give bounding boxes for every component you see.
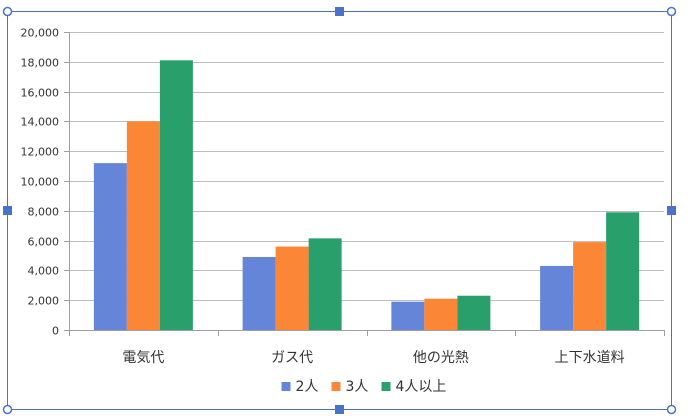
x-category-label: 上下水道料 [555, 350, 625, 366]
legend-swatch [331, 382, 341, 391]
resize-handle-corner[interactable] [666, 6, 677, 17]
resize-handle-edge[interactable] [667, 206, 676, 215]
x-category-label: ガス代 [271, 350, 313, 366]
bar [242, 256, 276, 330]
resize-handle-corner[interactable] [666, 404, 677, 415]
axes [69, 32, 665, 336]
y-tick-label: 4,000 [28, 265, 60, 278]
resize-handle-corner[interactable] [2, 404, 13, 415]
x-axis-category-labels: 電気代 ガス代 他の光熱 上下水道料 [122, 350, 624, 366]
y-tick-label: 6,000 [28, 236, 60, 249]
legend-swatch [281, 382, 291, 391]
bar [606, 212, 640, 330]
resize-handle-edge[interactable] [3, 206, 12, 215]
bar [275, 246, 309, 330]
bar [391, 301, 425, 330]
bars [93, 60, 640, 331]
y-tick-label: 20,000 [21, 27, 60, 40]
y-tick-label: 10,000 [21, 176, 60, 189]
legend-label: 4人以上 [396, 379, 447, 395]
resize-handle-edge[interactable] [335, 405, 344, 414]
bar [93, 163, 127, 330]
bar [424, 298, 458, 330]
y-axis-tick-labels: 0 2,000 4,000 6,000 8,000 10,000 12,000 14,000 1… [21, 27, 60, 338]
legend-swatch [381, 382, 391, 391]
bar [159, 60, 193, 331]
bar [573, 242, 607, 330]
y-tick-label: 18,000 [21, 57, 60, 70]
resize-handle-corner[interactable] [2, 6, 13, 17]
y-tick-label: 0 [52, 325, 59, 338]
bar [457, 295, 491, 330]
y-tick-label: 8,000 [28, 206, 60, 219]
resize-handle-edge[interactable] [335, 7, 344, 16]
y-tick-label: 2,000 [28, 295, 60, 308]
bar [126, 121, 160, 331]
y-tick-label: 16,000 [21, 87, 60, 100]
legend: 2人 3人 4人以上 [281, 379, 447, 395]
x-category-label: 他の光熱 [413, 350, 469, 366]
y-tick-label: 12,000 [21, 146, 60, 159]
y-tick-label: 14,000 [21, 116, 60, 129]
x-category-label: 電気代 [122, 350, 164, 366]
legend-label: 2人 [296, 379, 319, 395]
legend-label: 3人 [346, 379, 369, 395]
bar [308, 238, 342, 330]
bar [540, 265, 574, 330]
selection-handles [2, 6, 677, 415]
